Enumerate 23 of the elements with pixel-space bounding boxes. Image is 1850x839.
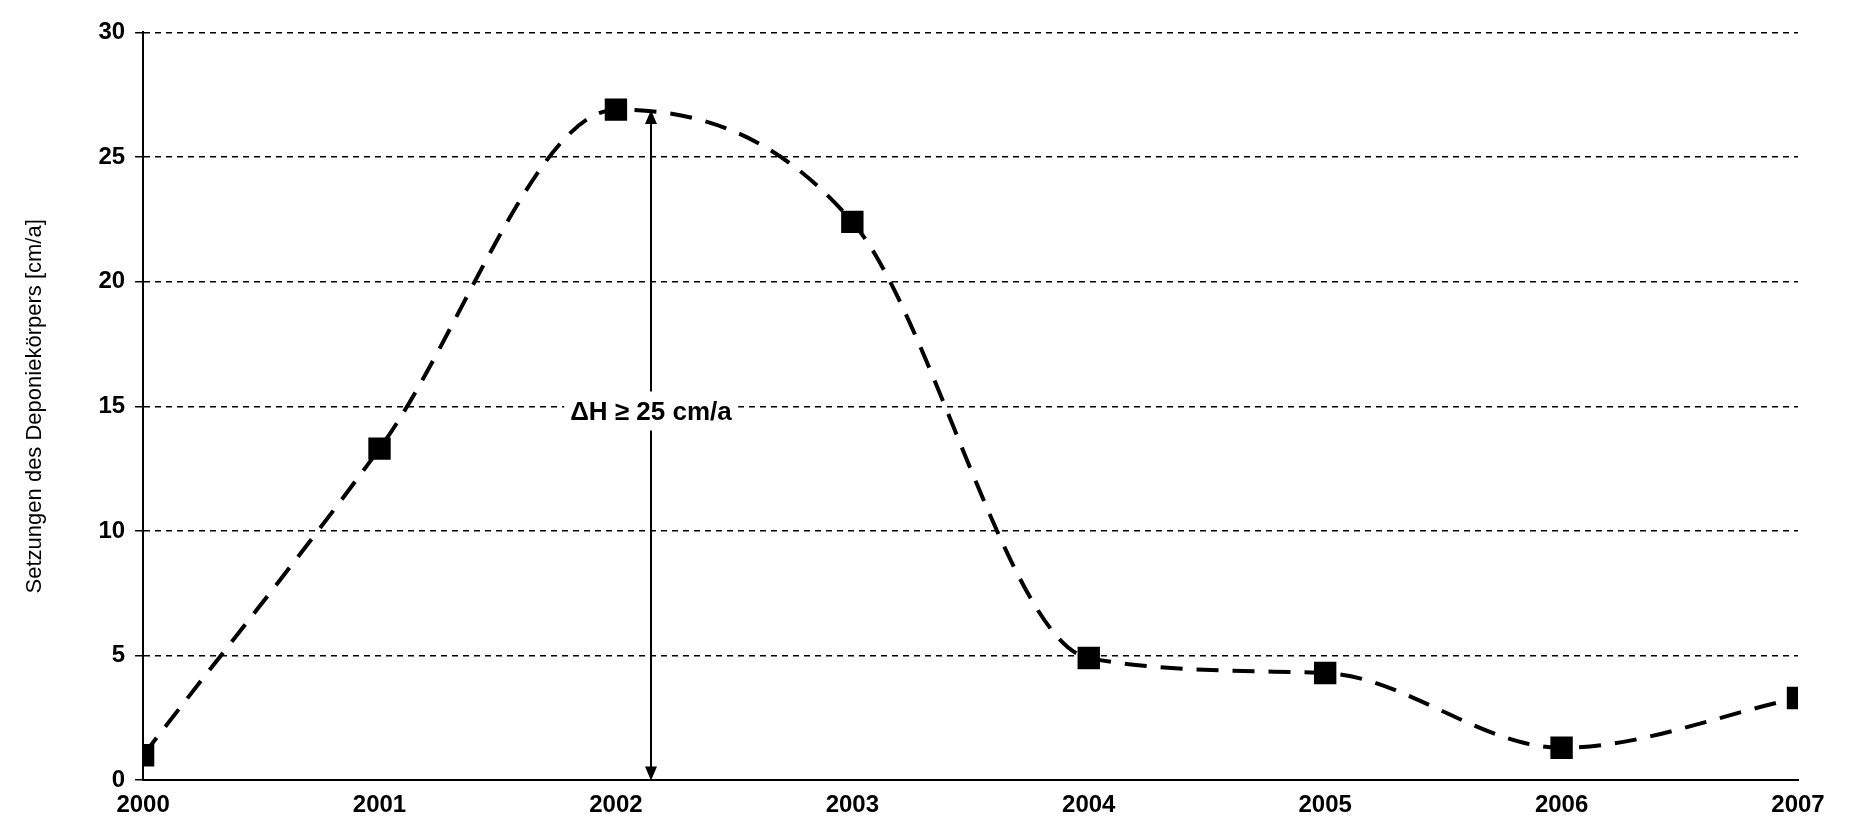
- x-tick-label: 2005: [1298, 790, 1352, 818]
- y-tick-label: 15: [98, 390, 126, 418]
- x-tick-label: 2002: [589, 790, 643, 818]
- y-tick-label: 25: [98, 141, 126, 169]
- y-tick-label: 10: [98, 515, 126, 543]
- point: [1313, 661, 1337, 685]
- point: [1077, 646, 1100, 670]
- x-tick-label: 2003: [825, 790, 880, 818]
- y-tick-label: 30: [98, 17, 126, 45]
- point: [604, 98, 628, 121]
- y-tick-label: 20: [98, 266, 126, 294]
- y-axis-title: Setzungen des Deponiekörpers [cm/a]: [21, 219, 47, 594]
- x-tick-label: 2000: [116, 790, 170, 818]
- x-tick-label: 2007: [1771, 790, 1825, 818]
- point: [368, 437, 391, 460]
- x-tick-label: 2001: [352, 790, 407, 818]
- x-tick-label: 2006: [1534, 790, 1589, 818]
- y-tick-label: 5: [111, 640, 126, 668]
- point: [1550, 736, 1573, 759]
- x-tick-label: 2004: [1062, 790, 1117, 818]
- point: [841, 210, 864, 234]
- annotation: ΔH ≥ 25 cm/a: [564, 391, 738, 431]
- y-tick-label: 0: [111, 764, 126, 792]
